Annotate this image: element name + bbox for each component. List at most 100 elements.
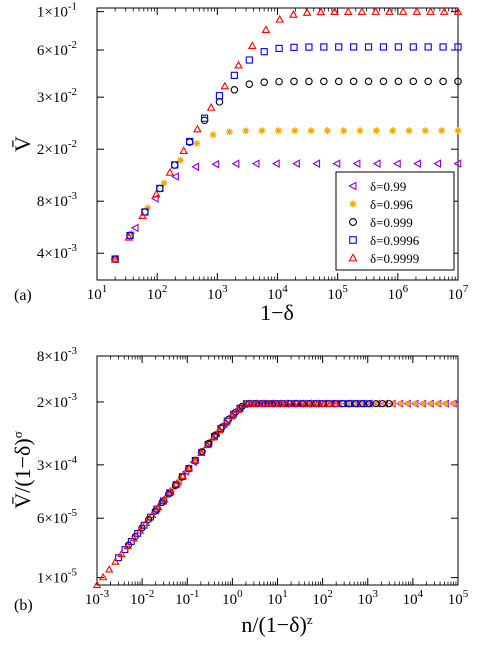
data-point	[412, 7, 422, 15]
a-xtick-exp: 7	[463, 283, 469, 295]
data-point	[307, 399, 316, 407]
axis-ticks-a: 101 102 103 104 105 106 1074×10-38×10-32×10-23…	[37, 1, 469, 303]
legend-label: δ=0.996	[370, 197, 413, 212]
a-ytick-base: 3×10	[37, 90, 68, 106]
b-ytick-base: 2×10	[37, 395, 68, 411]
legend-marker	[349, 218, 357, 226]
a-ytick-exp: -2	[68, 138, 77, 150]
data-point	[247, 41, 257, 50]
legend-marker	[348, 253, 358, 262]
data-point	[121, 546, 129, 553]
a-xtick-label: 102	[147, 283, 168, 303]
data-point	[258, 399, 267, 407]
data-point	[371, 7, 381, 15]
data-point	[379, 43, 388, 51]
data-point	[372, 127, 380, 134]
a-xtick-base: 10	[327, 287, 342, 303]
data-point	[454, 77, 462, 86]
data-point	[439, 43, 447, 51]
data-point	[453, 159, 462, 168]
data-point	[325, 399, 335, 407]
panel-label-b: (b)	[14, 597, 33, 614]
a-ytick-base: 4×10	[37, 246, 68, 262]
a-xtick-label: 104	[267, 283, 288, 303]
b-xtick-base: 10	[312, 592, 327, 608]
data-point	[290, 77, 298, 86]
data-point	[412, 400, 419, 407]
b-ytick-label: 1×10-5	[37, 567, 78, 587]
data-point	[234, 60, 243, 69]
data-point	[158, 498, 166, 507]
data-point	[275, 14, 285, 23]
a-ytick-label: 1×10-1	[37, 1, 77, 21]
data-points-a	[110, 7, 463, 264]
data-point	[160, 495, 169, 503]
a-ytick-exp: -2	[68, 39, 77, 51]
data-point	[426, 7, 435, 15]
data-point	[450, 400, 457, 407]
a-ytick-base: 6×10	[37, 43, 68, 59]
data-point	[260, 78, 268, 86]
b-xtick-exp: 5	[463, 588, 469, 600]
a-xtick-exp: 6	[403, 283, 409, 295]
a-xtick-exp: 1	[102, 283, 108, 295]
data-point	[442, 400, 450, 407]
b-xtick-label: 102	[312, 588, 333, 608]
data-point	[424, 43, 432, 51]
a-ytick-label: 4×10-3	[37, 242, 78, 262]
data-point	[191, 162, 200, 172]
data-point	[275, 44, 283, 53]
b-ytick-base: 6×10	[37, 511, 68, 527]
b-xtick-base: 10	[222, 592, 237, 608]
data-point	[424, 77, 432, 86]
axis-ticks-b: 10-3 10-2 10-1 100 101 102 103 104 1051×10-56×10…	[37, 345, 469, 608]
a-ytick-label: 6×10-2	[37, 39, 77, 59]
legend-label: δ=0.999	[370, 215, 413, 230]
data-point	[151, 189, 161, 198]
data-point	[260, 48, 268, 56]
data-point	[230, 86, 239, 94]
b-xtick-label: 105	[448, 588, 469, 608]
data-point	[305, 43, 313, 51]
data-point	[215, 98, 224, 106]
data-point	[302, 8, 312, 16]
a-xtick-label: 106	[388, 283, 409, 303]
data-point	[276, 399, 286, 407]
a-ytick-exp: -3	[68, 190, 78, 202]
a-ytick-label: 3×10-2	[37, 86, 77, 106]
data-point	[290, 43, 298, 51]
a-xtick-base: 10	[147, 287, 162, 303]
data-point	[397, 400, 404, 407]
b-xtick-base: 10	[85, 592, 100, 608]
data-point	[409, 77, 418, 86]
data-point	[289, 399, 298, 407]
data-point	[141, 518, 151, 526]
a-xtick-base: 10	[448, 287, 463, 303]
data-points-b	[92, 399, 457, 589]
data-point	[92, 580, 102, 589]
data-point	[323, 127, 331, 134]
data-point	[338, 400, 346, 408]
data-point	[335, 43, 343, 51]
data-point	[171, 161, 179, 169]
data-point	[184, 463, 194, 472]
data-point	[138, 211, 147, 220]
data-point	[227, 411, 237, 419]
data-point	[319, 399, 329, 407]
data-point	[364, 77, 373, 86]
b-xtick-label: 10-1	[175, 588, 199, 608]
data-point	[332, 399, 341, 407]
a-ytick-label: 2×10-2	[37, 138, 77, 158]
data-point	[126, 231, 134, 240]
data-point	[351, 400, 359, 408]
data-point	[352, 159, 361, 168]
b-xtick-exp: 2	[327, 588, 333, 600]
a-ytick-base: 8×10	[37, 194, 68, 210]
b-xtick-exp: 4	[418, 588, 424, 600]
b-xtick-exp: 1	[282, 588, 288, 600]
data-point	[433, 159, 442, 168]
data-point	[372, 400, 380, 408]
b-xtick-base: 10	[448, 592, 463, 608]
b-ytick-label: 3×10-4	[37, 454, 78, 474]
a-xtick-base: 10	[267, 287, 282, 303]
